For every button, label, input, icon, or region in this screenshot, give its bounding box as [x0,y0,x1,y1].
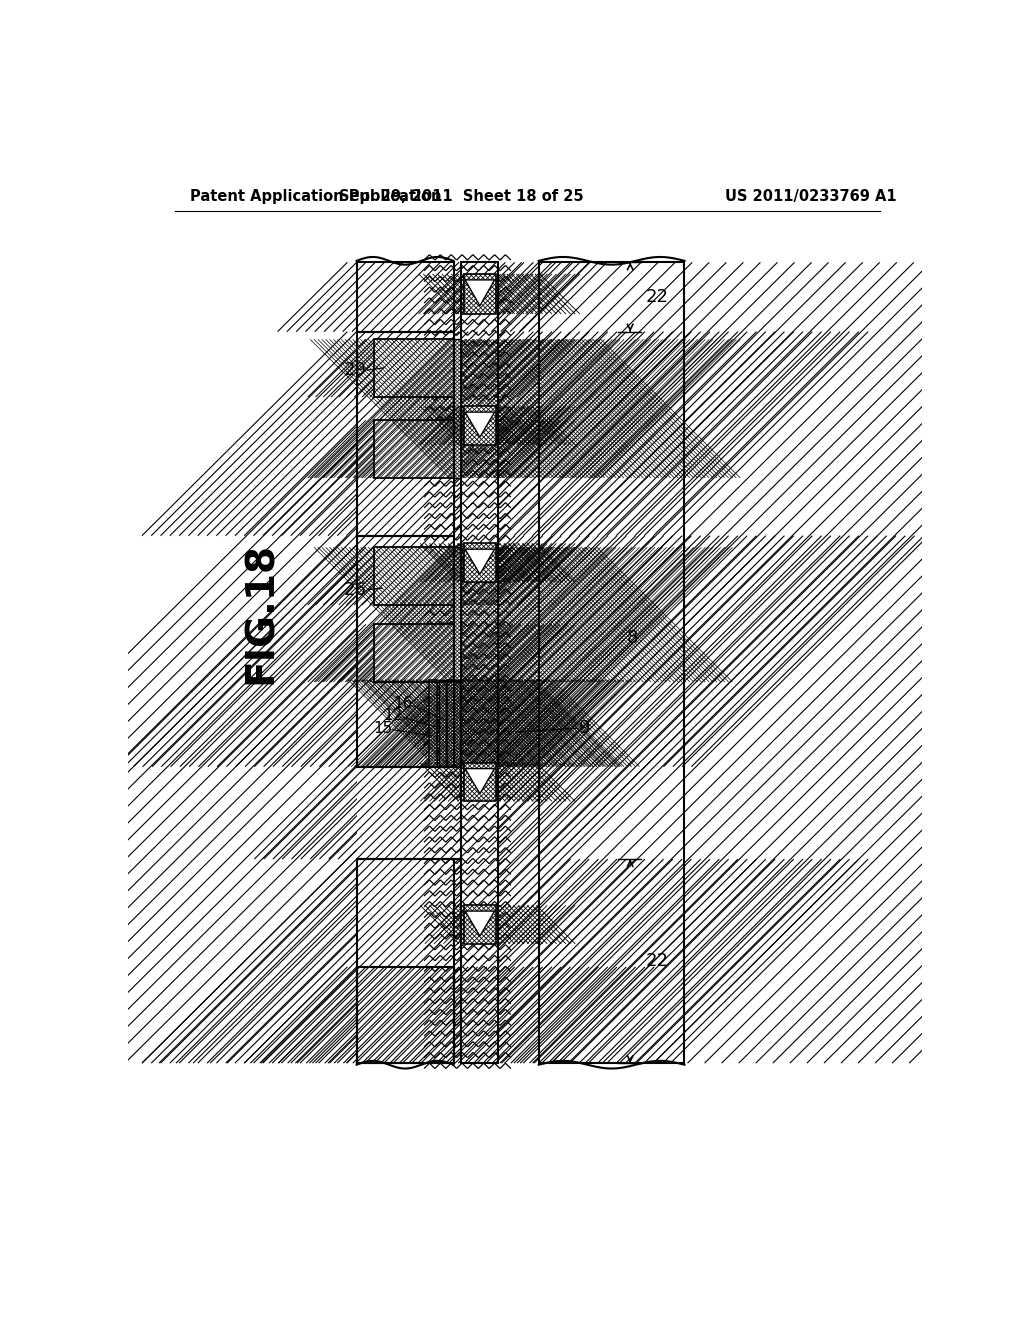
Bar [438,680,445,767]
Bar [438,680,445,767]
Bar [356,331,454,536]
Bar [374,624,454,682]
Bar [356,331,454,536]
Text: Sep. 29, 2011  Sheet 18 of 25: Sep. 29, 2011 Sheet 18 of 25 [339,189,584,205]
Bar [374,624,454,682]
Polygon shape [465,768,495,793]
Polygon shape [465,412,495,437]
Bar [464,763,496,801]
Text: US 2011/0233769 A1: US 2011/0233769 A1 [725,189,896,205]
Text: 22: 22 [646,952,669,970]
Bar [438,680,445,767]
Bar [461,263,499,1063]
Bar [464,544,496,582]
Bar [374,339,454,397]
Bar [464,906,496,944]
Bar [454,339,461,478]
Bar [454,680,461,767]
Bar [356,767,461,859]
Bar [539,263,684,1063]
Bar [356,966,454,1063]
Bar [464,275,496,314]
Text: 16: 16 [393,696,413,711]
Bar [464,763,496,801]
Bar [356,859,454,1063]
Bar [374,420,454,478]
Bar [464,407,496,445]
Bar [356,536,454,767]
Text: 15: 15 [373,721,392,735]
Bar [464,906,496,944]
Bar [454,680,461,767]
Bar [374,624,454,682]
Bar [438,680,445,767]
Bar [454,680,461,767]
Bar [356,767,461,859]
Polygon shape [465,280,495,306]
Bar [464,407,496,445]
Text: 26: 26 [344,581,367,598]
Bar [464,275,496,314]
Text: 12: 12 [383,709,402,723]
Polygon shape [465,549,495,574]
Bar [539,263,684,1063]
Text: Patent Application Publication: Patent Application Publication [190,189,441,205]
Bar [461,263,499,1063]
Bar [464,906,496,944]
Text: 8: 8 [627,630,638,647]
Bar [464,763,496,801]
Text: 9: 9 [579,719,591,737]
Bar [356,263,454,331]
Bar [356,859,454,1063]
Bar [356,859,454,1063]
Text: 22: 22 [646,288,669,306]
Bar [374,420,454,478]
Bar [464,544,496,582]
Bar [429,680,437,767]
Bar [454,339,461,478]
Bar [356,263,454,331]
Bar [464,763,496,801]
Bar [374,339,454,397]
Bar [374,548,454,605]
Bar [454,548,461,682]
Polygon shape [465,911,495,936]
Bar [429,680,437,767]
Bar [464,275,496,314]
Bar [464,275,496,314]
Bar [374,339,454,397]
Bar [539,263,684,1063]
Bar [461,263,499,1063]
Bar [464,407,496,445]
Bar [454,548,461,682]
Bar [356,263,454,331]
Bar [446,680,454,767]
Bar [446,680,454,767]
Bar [374,548,454,605]
Bar [356,536,454,767]
Bar [454,548,461,682]
Bar [454,339,461,478]
Text: 29: 29 [344,362,367,379]
Bar [374,548,454,605]
Bar [356,966,454,1063]
Bar [374,420,454,478]
Bar [356,536,454,767]
Bar [464,544,496,582]
Bar [464,544,496,582]
Bar [356,966,454,1063]
Bar [464,906,496,944]
Bar [356,331,454,536]
Text: FIG.18: FIG.18 [243,541,281,684]
Bar [454,339,461,478]
Bar [454,548,461,682]
Bar [464,407,496,445]
Bar [454,680,461,767]
